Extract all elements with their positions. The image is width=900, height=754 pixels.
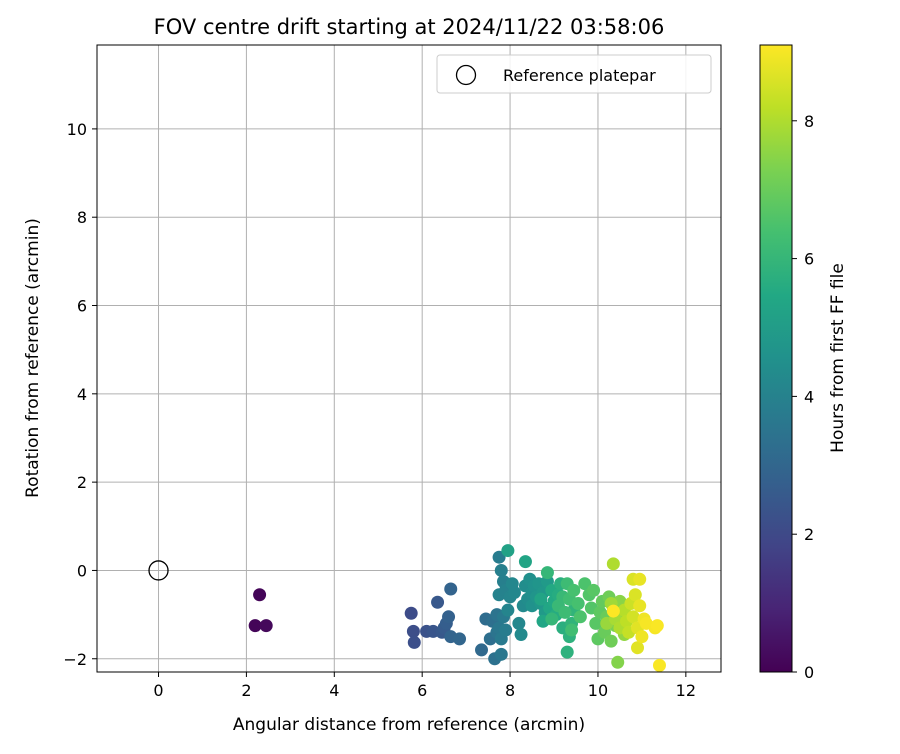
scatter-point (475, 643, 489, 657)
colorbar-tick-label: 2 (804, 525, 814, 544)
colorbar-tick-label: 0 (804, 663, 814, 682)
chart-title: FOV centre drift starting at 2024/11/22 … (154, 15, 665, 39)
y-tick-label: 4 (77, 385, 87, 404)
scatter-point (501, 544, 515, 558)
x-tick-label: 8 (505, 681, 515, 700)
scatter-point (512, 616, 526, 630)
scatter-point (499, 623, 513, 637)
scatter-point (545, 612, 559, 626)
scatter-point (534, 592, 548, 606)
scatter-point (628, 588, 642, 602)
scatter-point (259, 619, 273, 633)
scatter-point (611, 655, 625, 669)
scatter-point (631, 641, 645, 655)
scatter-point (494, 563, 508, 577)
scatter-point (587, 583, 601, 597)
grid-lines (97, 45, 721, 672)
scatter-point (635, 630, 649, 644)
x-tick-label: 10 (588, 681, 608, 700)
scatter-point (501, 603, 515, 617)
colorbar-label: Hours from first FF file (828, 263, 848, 453)
scatter-point (248, 619, 262, 633)
scatter-point (444, 582, 458, 596)
colorbar: 0 2 4 6 8 Hours from first FF file (759, 44, 848, 682)
scatter-point (406, 624, 420, 638)
x-tick-label: 6 (417, 681, 427, 700)
scatter-point (633, 599, 647, 613)
scatter-point (540, 566, 554, 580)
reference-marker-layer (148, 560, 169, 581)
scatter-point (567, 583, 581, 597)
y-tick-label: 8 (77, 208, 87, 227)
y-tick-label: 0 (77, 561, 87, 580)
scatter-point (565, 623, 579, 637)
colorbar-gradient (759, 44, 793, 673)
scatter-point (407, 635, 421, 649)
colorbar-tick-label: 6 (804, 250, 814, 269)
colorbar-tick-label: 4 (804, 387, 814, 406)
scatter-point (652, 658, 666, 672)
scatter-point (494, 647, 508, 661)
scatter-point (560, 645, 574, 659)
x-axis-label: Angular distance from reference (arcmin) (233, 715, 585, 735)
scatter-point (518, 555, 532, 569)
scatter-point (431, 595, 445, 609)
y-axis-label: Rotation from reference (arcmin) (23, 218, 43, 498)
x-tick-label: 2 (241, 681, 251, 700)
legend-box (436, 54, 712, 94)
scatter-point (633, 572, 647, 586)
scatter-point (404, 606, 418, 620)
plot-area-frame (96, 44, 722, 673)
y-axis-ticks: −2 0 2 4 6 8 10 (63, 120, 97, 669)
y-tick-label: 2 (77, 473, 87, 492)
x-axis-ticks: 0 2 4 6 8 10 12 (153, 672, 696, 700)
x-tick-label: 12 (676, 681, 696, 700)
scatter-point (604, 634, 618, 648)
colorbar-ticks: 0 2 4 6 8 (792, 112, 814, 682)
scatter-point (453, 632, 467, 646)
scatter-point (571, 597, 585, 611)
legend-marker-icon (455, 64, 477, 86)
scatter-point (507, 586, 521, 600)
legend: Reference platepar (436, 54, 712, 94)
legend-entry-reference: Reference platepar (503, 66, 656, 85)
scatter-point (589, 616, 603, 630)
scatter-point (626, 610, 640, 624)
scatter-point (442, 610, 456, 624)
y-tick-label: 6 (77, 297, 87, 316)
colorbar-tick-label: 8 (804, 112, 814, 131)
scatter-point (650, 619, 664, 633)
scatter-point (573, 610, 587, 624)
reference-platepar-marker (148, 560, 169, 581)
scatter-point (606, 557, 620, 571)
scatter-point (606, 604, 620, 618)
y-tick-label: −2 (63, 650, 87, 669)
x-tick-label: 0 (153, 681, 163, 700)
x-tick-label: 4 (329, 681, 339, 700)
y-tick-label: 10 (67, 120, 87, 139)
scatter-point (514, 627, 528, 641)
scatter-point (558, 605, 572, 619)
data-points (248, 544, 666, 672)
scatter-point (253, 588, 267, 602)
